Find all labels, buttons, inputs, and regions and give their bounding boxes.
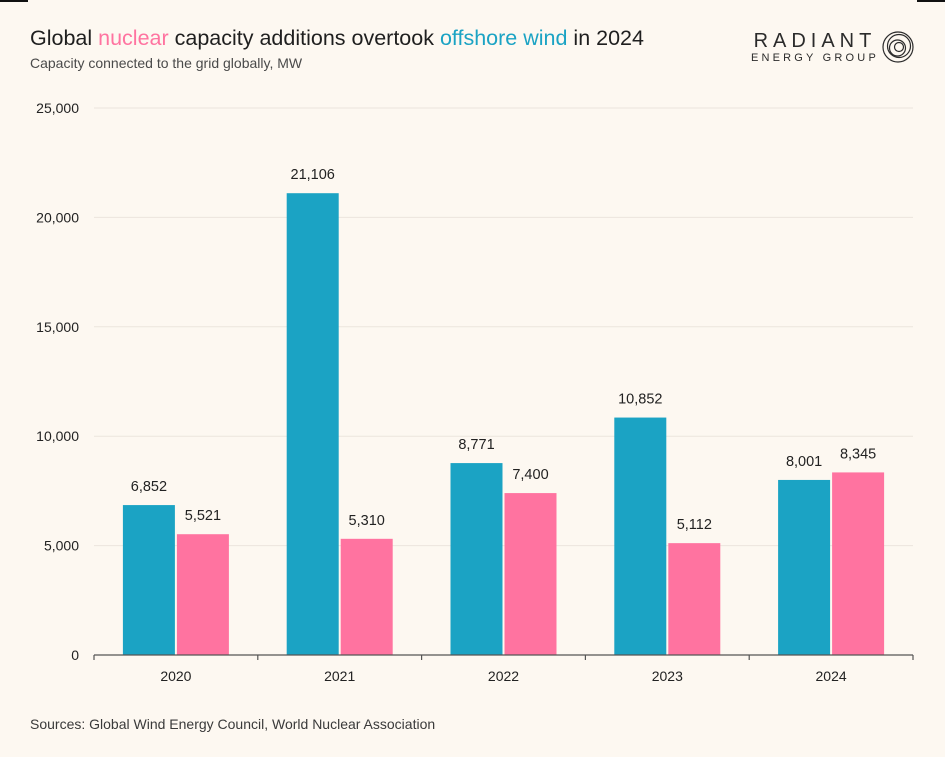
y-tick-label: 25,000 bbox=[36, 100, 79, 116]
y-tick-label: 5,000 bbox=[44, 538, 79, 554]
source-note: Sources: Global Wind Energy Council, Wor… bbox=[30, 716, 436, 732]
bar-offshore-wind-2021 bbox=[286, 193, 339, 655]
bar-nuclear-2022 bbox=[504, 493, 557, 655]
x-tick-label: 2023 bbox=[652, 668, 683, 684]
bar-offshore-wind-2022 bbox=[450, 463, 503, 655]
title-suffix: in 2024 bbox=[567, 26, 644, 50]
chart-subtitle: Capacity connected to the grid globally,… bbox=[30, 55, 303, 71]
bar-offshore-wind-2023 bbox=[614, 417, 667, 655]
brand-logo: RADIANT ENERGY GROUP bbox=[751, 30, 915, 64]
y-tick-label: 0 bbox=[71, 647, 79, 663]
data-label-offshore-wind-2021: 21,106 bbox=[291, 167, 335, 183]
bar-nuclear-2021 bbox=[340, 538, 393, 655]
bar-offshore-wind-2020 bbox=[122, 505, 175, 655]
y-axis-ticks: 0 5,000 10,000 15,000 20,000 25,000 bbox=[36, 100, 79, 663]
x-tick-label: 2022 bbox=[488, 668, 519, 684]
title-nuclear-legend: nuclear bbox=[98, 26, 169, 50]
data-label-offshore-wind-2022: 8,771 bbox=[458, 437, 494, 453]
bar-nuclear-2020 bbox=[176, 534, 229, 655]
title-middle: capacity additions overtook bbox=[168, 26, 440, 50]
bars bbox=[122, 193, 885, 655]
data-labels: 6,852 5,521 21,106 5,310 8,771 7,400 10,852 5,1… bbox=[131, 167, 876, 533]
radiant-circles-icon bbox=[882, 31, 914, 63]
corner-mark-left bbox=[0, 0, 28, 2]
data-label-nuclear-2020: 5,521 bbox=[185, 508, 221, 524]
data-label-nuclear-2021: 5,310 bbox=[349, 513, 385, 529]
x-tick-label: 2021 bbox=[324, 668, 355, 684]
y-tick-label: 10,000 bbox=[36, 428, 79, 444]
x-tick-label: 2024 bbox=[816, 668, 847, 684]
chart-title: Global nuclear capacity additions overto… bbox=[30, 26, 644, 51]
bar-nuclear-2024 bbox=[832, 472, 885, 655]
chart-header: Global nuclear capacity additions overto… bbox=[30, 26, 644, 71]
data-label-offshore-wind-2023: 10,852 bbox=[618, 392, 662, 408]
title-offshore-wind-legend: offshore wind bbox=[439, 26, 568, 50]
data-label-offshore-wind-2020: 6,852 bbox=[131, 479, 167, 495]
data-label-nuclear-2022: 7,400 bbox=[512, 467, 548, 483]
data-label-nuclear-2023: 5,112 bbox=[677, 517, 712, 533]
x-tick-label: 2020 bbox=[160, 668, 191, 684]
logo-text: RADIANT ENERGY GROUP bbox=[751, 30, 879, 64]
y-tick-label: 20,000 bbox=[36, 209, 79, 225]
data-label-nuclear-2024: 8,345 bbox=[840, 446, 876, 462]
y-tick-label: 15,000 bbox=[36, 319, 79, 335]
data-label-offshore-wind-2024: 8,001 bbox=[786, 454, 822, 470]
title-prefix: Global bbox=[30, 26, 99, 50]
bar-offshore-wind-2024 bbox=[778, 479, 831, 655]
corner-mark-right bbox=[917, 0, 945, 2]
bar-nuclear-2023 bbox=[668, 543, 721, 655]
x-axis: 2020 2021 2022 2023 2024 bbox=[93, 654, 914, 684]
logo-line2: ENERGY GROUP bbox=[750, 52, 879, 64]
gridlines bbox=[94, 107, 913, 547]
logo-line1: RADIANT bbox=[753, 30, 877, 52]
